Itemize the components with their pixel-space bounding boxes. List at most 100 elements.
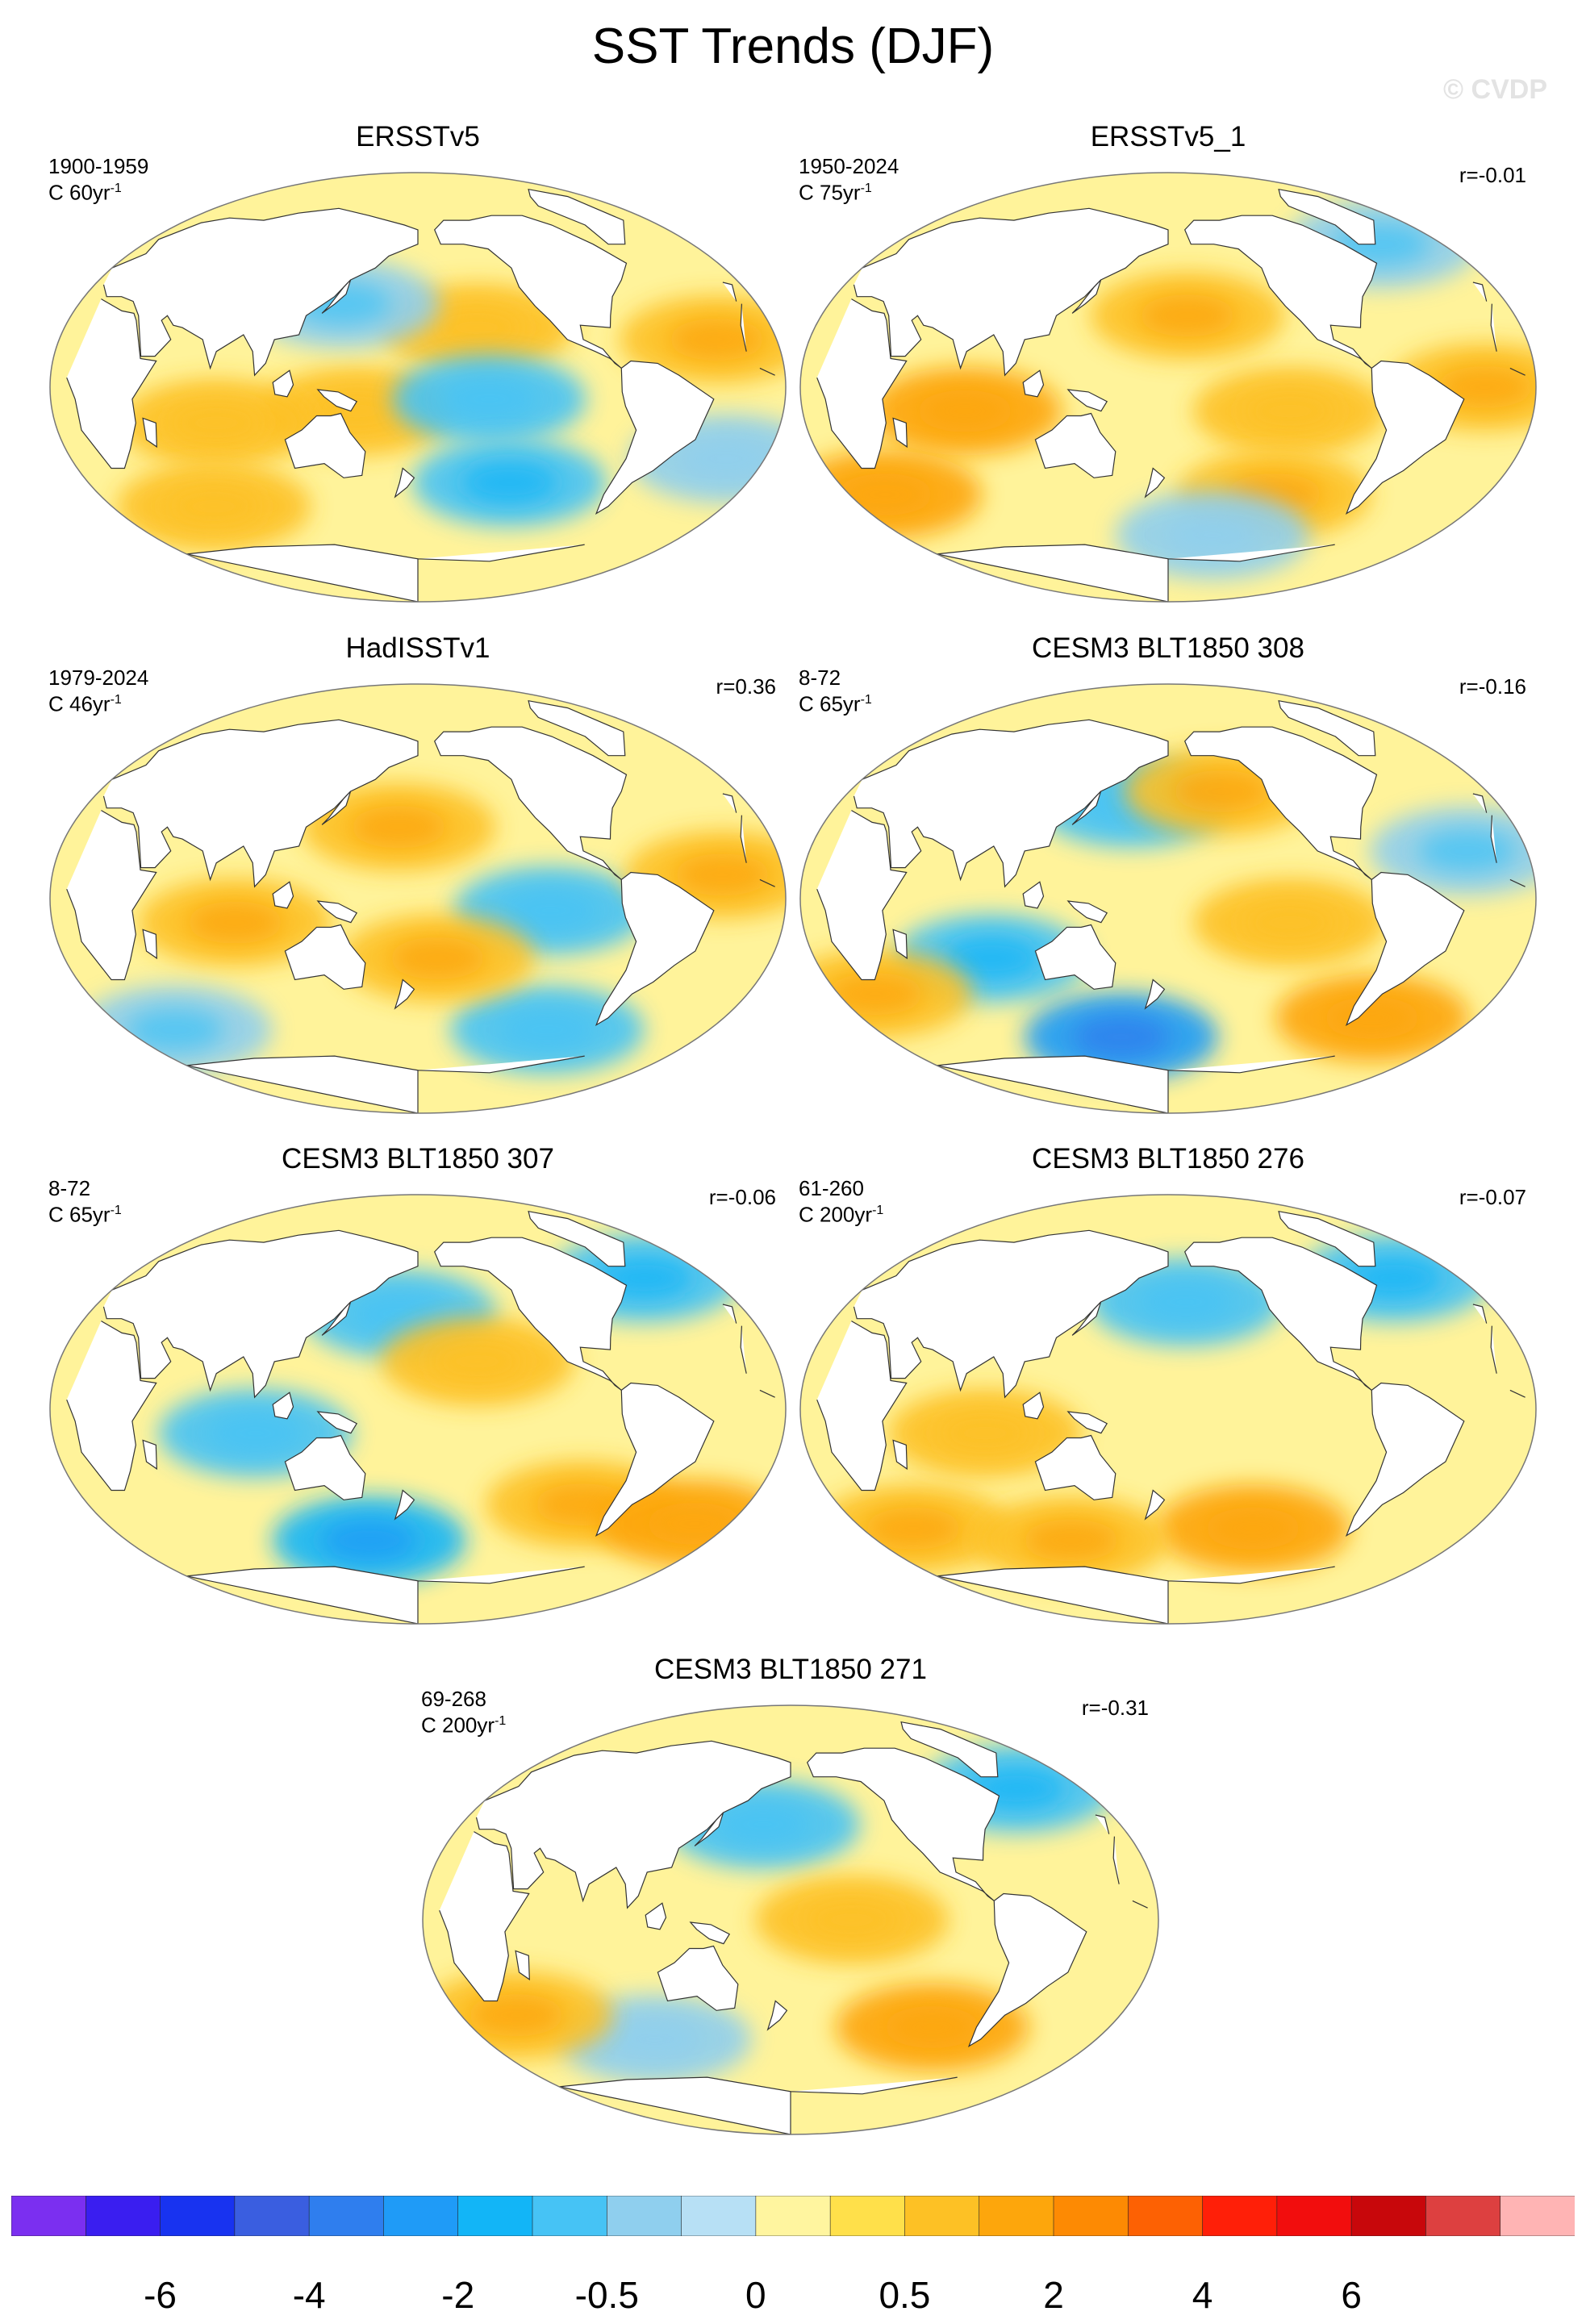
colorbar-box [979,2196,1054,2236]
land-australia [657,1945,739,2011]
land-japan [321,279,352,314]
land-eurasia [853,719,1488,888]
panel-title: HadISSTv1 [345,632,490,664]
scale-value: 65 [69,1202,93,1227]
sst-trend-map [799,1194,1537,1625]
trend-patch-core [1072,1016,1170,1058]
trend-scale-label: C 60yr-1 [48,177,122,204]
land-borneo [272,369,294,398]
land-new-zealand [394,1489,415,1521]
trend-patch-core [1164,514,1262,557]
panel-title: CESM3 BLT1850 271 [654,1654,927,1685]
land-north-america [433,726,628,880]
land-new-guinea [316,389,358,412]
trend-patch-core [678,437,775,480]
land-borneo [645,1902,667,1930]
land-borneo [1022,1391,1045,1420]
period-label: 8-72 [799,665,841,690]
unit-prefix: C [799,1202,820,1227]
colorbar-label: 2 [1043,2274,1064,2316]
land-new-guinea [316,900,358,924]
land-australia [1034,1434,1116,1500]
land-greenland [528,188,626,245]
land-greenland [528,699,626,757]
trend-scale-label: C 65yr-1 [48,1200,122,1226]
unit-prefix: C [48,691,69,716]
trend-patch-core [499,1008,596,1051]
map-border [799,683,1537,1114]
colorbar-label: -0.5 [574,2274,639,2316]
scale-value: 200 [820,1202,855,1227]
trend-patch-core [186,901,284,944]
land-borneo [272,881,294,909]
unit-prefix: C [799,180,820,205]
sst-trend-map [799,683,1537,1114]
trend-patch-core [168,402,265,444]
unit-exponent: -1 [110,693,122,707]
trend-scale-label: C 65yr-1 [799,689,872,716]
unit-suffix: yr [92,691,111,716]
unit-exponent: -1 [860,693,872,707]
sst-trend-map [49,172,787,603]
land-new-zealand [394,467,415,499]
panel-title: CESM3 BLT1850 308 [1032,632,1304,664]
period-label: 69-268 [421,1687,486,1711]
trend-patch-core [1137,1281,1234,1323]
trend-patch-core [1172,770,1270,812]
trend-scale-label: C 200yr-1 [799,1200,883,1226]
colorbar-label: -6 [144,2274,177,2316]
unit-exponent: -1 [110,1204,122,1217]
trend-patch-core [389,937,486,979]
land-japan [1071,1301,1102,1336]
colorbar-box [308,2196,385,2236]
land-madagascar [142,417,157,449]
unit-prefix: C [48,1202,69,1227]
period-label: 8-72 [48,1176,91,1200]
colorbar-box [606,2196,682,2236]
trend-patch-core [865,1507,962,1550]
trend-patch-core [826,973,924,1016]
land-madagascar [515,1950,530,1981]
colorbar-box [457,2196,533,2236]
land-north-america [806,1747,1000,1901]
trend-patch-core [916,390,1014,432]
scale-value: 65 [820,691,843,716]
land-africa [66,1321,775,1492]
trend-patch-core [502,889,599,932]
land-new-zealand [1144,1489,1166,1521]
panel-ersstv5-1: ERSSTv5_1 1950-2024 C 75yr-1 r=-0.01 [797,121,1539,605]
land-south-america [1345,360,1465,515]
trend-patch-core [350,806,448,849]
colorbar-label: 6 [1341,2274,1362,2316]
land-greenland [1278,188,1376,245]
colorbar-box [829,2196,906,2236]
colorbar-box [681,2196,757,2236]
land-eurasia [102,207,737,377]
land-africa [816,298,1525,469]
land-antarctica [937,1055,1335,1113]
land-australia [1034,924,1116,990]
land-north-america [1183,215,1378,369]
period-label: 1950-2024 [799,154,899,178]
land-eurasia [853,207,1488,377]
land-antarctica [559,2076,958,2134]
land-new-guinea [316,1411,358,1434]
colorbar-box [1350,2196,1427,2236]
land-new-zealand [1144,978,1166,1010]
trend-patch-core [351,1292,449,1335]
land-antarctica [186,1566,585,1624]
land-japan [1071,791,1102,825]
trend-patch-core [165,485,263,528]
trend-patch-core [668,318,766,361]
colorbar-box [755,2196,831,2236]
colorbar-box [160,2196,236,2236]
land-antarctica [186,544,585,602]
trend-scale-label: C 200yr-1 [421,1710,506,1737]
figure-title: SST Trends (DJF) [591,19,995,74]
land-eurasia [475,1740,1110,1909]
panel-cesm3-blt1850-308: CESM3 BLT1850 308 8-72 C 65yr-1 r=-0.16 [797,632,1539,1116]
land-antarctica [186,1055,585,1113]
trend-patch-core [1022,1519,1120,1562]
panel-title: CESM3 BLT1850 276 [1032,1143,1304,1175]
colorbar-box [383,2196,459,2236]
